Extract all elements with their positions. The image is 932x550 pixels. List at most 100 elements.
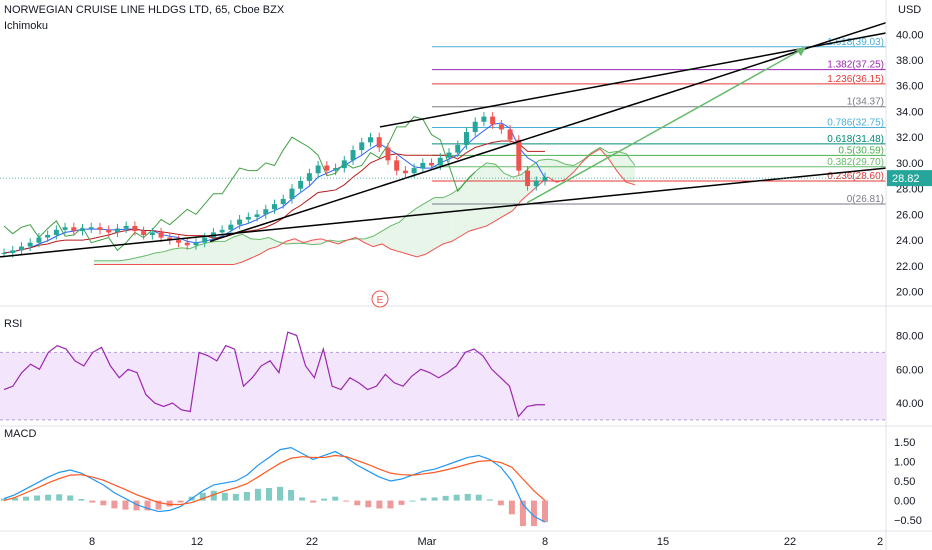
cloud-segment [373, 231, 382, 247]
cloud-segment [469, 169, 478, 232]
macd-histogram-bar [508, 500, 515, 515]
macd-histogram-bar [332, 496, 339, 501]
currency-label: USD [898, 4, 922, 16]
macd-histogram-bar [166, 500, 173, 507]
candles [1, 112, 548, 258]
fib-label: 0.786(32.75) [827, 118, 884, 129]
macd-histogram-bar [89, 500, 96, 503]
price-tick-label: 26.00 [896, 209, 924, 221]
candle-body [394, 160, 400, 171]
base-line [3, 140, 545, 254]
macd-histogram-bar [387, 500, 394, 509]
cloud-segment [477, 162, 487, 229]
price-tick-label: 34.00 [896, 106, 924, 118]
cloud-segment [512, 174, 522, 211]
price-tick-label: 28.00 [896, 184, 924, 196]
candle-body [132, 225, 138, 232]
cloud-segment [137, 255, 147, 265]
candle-body [123, 225, 129, 229]
cloud-segment [285, 238, 295, 244]
price-tick-label: 38.00 [896, 55, 924, 67]
cloud-segment [486, 162, 496, 226]
signal-line [3, 454, 546, 506]
macd-histogram-bar [144, 500, 151, 511]
price-tick-label: 30.00 [896, 158, 924, 170]
indicator-label[interactable]: Ichimoku [4, 20, 49, 32]
candle-body [141, 231, 147, 235]
rsi-label[interactable]: RSI [4, 318, 23, 330]
last-price-tag [887, 170, 932, 187]
macd-histogram-bar [376, 500, 383, 509]
macd-histogram-bar [299, 497, 306, 501]
candle-body [341, 160, 347, 169]
projection-arrow [526, 46, 807, 204]
cloud-segment [102, 260, 112, 265]
candle-body [36, 237, 42, 243]
macd-histogram-bar [277, 486, 284, 501]
macd-histogram-bar [453, 494, 460, 501]
candle-body [237, 219, 243, 225]
cloud-segment [460, 177, 470, 237]
cloud-segment [425, 197, 435, 255]
macd-label[interactable]: MACD [4, 428, 37, 440]
candle-body [298, 180, 304, 189]
cloud-segment [189, 245, 199, 265]
candle-body [289, 188, 295, 199]
cloud-segment [399, 214, 409, 255]
cloud-segment [94, 260, 103, 265]
fib-label: 0.5(30.59) [838, 145, 884, 156]
macd-histogram-bar [243, 491, 250, 501]
macd-tick-label: 1.50 [894, 437, 915, 449]
macd-histogram-bar [464, 493, 471, 501]
macd-histogram-bar [265, 488, 272, 501]
macd-histogram-bar [221, 492, 228, 501]
macd-histogram-bar [542, 500, 548, 523]
macd-tick-label: 1.00 [894, 456, 915, 468]
macd-histogram-bar [442, 495, 449, 501]
fib-label: 0.618(31.48) [827, 134, 884, 145]
candle-body [114, 228, 120, 233]
candle-body [411, 168, 417, 174]
candle-body [228, 224, 234, 230]
time-tick-label: 12 [191, 536, 203, 548]
symbol-title[interactable]: NORWEGIAN CRUISE LINE HLDGS LTD, 65, Cbo… [4, 4, 285, 16]
macd-histogram-bar [100, 500, 107, 506]
macd-histogram-bar [475, 494, 482, 501]
cloud-segment [626, 153, 635, 185]
cloud-segment [155, 251, 164, 265]
macd-histogram-bar [519, 500, 526, 527]
candle-body [219, 229, 225, 233]
fib-label: 0.382(29.70) [827, 157, 884, 168]
earnings-label: E [377, 295, 384, 306]
macd-histogram-bar [210, 490, 217, 501]
macd-histogram-bar [45, 494, 52, 501]
macd-histogram-bar [530, 500, 537, 527]
macd-histogram-bar [122, 500, 129, 510]
earnings-marker [371, 290, 389, 308]
candle-body [263, 209, 269, 215]
candle-body [498, 124, 504, 130]
candle-body [437, 157, 443, 166]
candle-body [490, 116, 496, 125]
cloud-segment [198, 242, 208, 265]
cloud-segment [163, 249, 173, 265]
time-tick-label: 8 [89, 536, 95, 548]
macd-histogram-bar [23, 496, 30, 501]
candle-body [106, 229, 112, 233]
price-tick-label: 32.00 [896, 132, 924, 144]
trendlines[interactable] [0, 22, 887, 258]
rsi-pane [0, 331, 886, 421]
macd-line [3, 447, 546, 523]
fib-label: 1.382(37.25) [827, 60, 884, 71]
candle-body [10, 250, 16, 253]
cloud-segment [443, 193, 452, 244]
macd-histogram-bar [321, 498, 328, 501]
last-price-label: 28.82 [892, 173, 920, 185]
candle-body [193, 242, 199, 246]
candle-body [350, 150, 356, 161]
macd-histogram-bar [288, 490, 295, 501]
cloud-segment [416, 202, 426, 257]
cloud-segment [504, 173, 513, 216]
